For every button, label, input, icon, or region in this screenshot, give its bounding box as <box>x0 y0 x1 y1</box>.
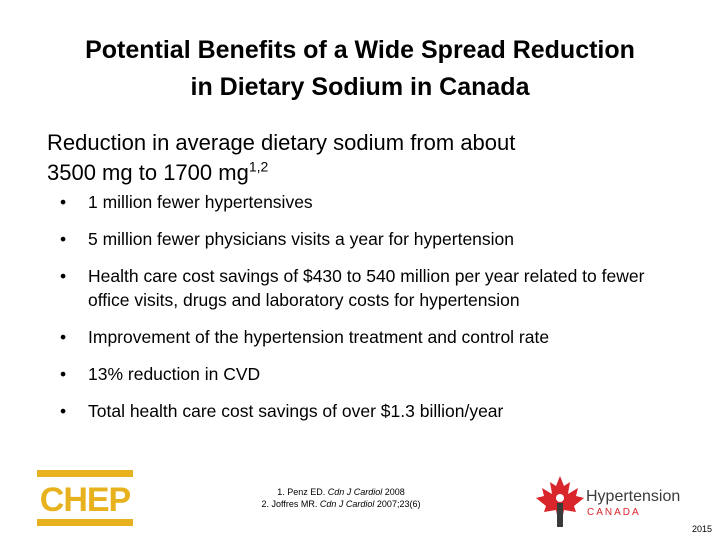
bullet-text: 5 million fewer physicians visits a year… <box>88 229 515 249</box>
reference-1: 1. Penz ED. Cdn J Cardiol 2008 <box>236 486 446 498</box>
list-item: • 1 million fewer hypertensives <box>60 190 680 214</box>
ref1-year: 2008 <box>382 487 405 497</box>
references: 1. Penz ED. Cdn J Cardiol 2008 2. Joffre… <box>236 486 446 510</box>
bullet-glyph: • <box>60 401 67 421</box>
chep-logo-text: CHEP <box>40 481 131 519</box>
intro-citation: 1,2 <box>248 158 269 175</box>
ref2-journal: Cdn J Cardiol <box>319 499 375 509</box>
bullet-text: Improvement of the hypertension treatmen… <box>88 327 550 347</box>
bullet-text: 1 million fewer hypertensives <box>88 192 313 212</box>
bullet-glyph: • <box>60 266 67 286</box>
intro-line-2: 3500 mg to 1700 mg1,2 <box>47 158 687 188</box>
htn-logo-country: CANADA <box>587 507 641 518</box>
bullet-text: Health care cost savings of $430 to 540 … <box>88 266 645 310</box>
chep-logo: CHEP <box>37 470 133 526</box>
bullet-glyph: • <box>60 192 67 212</box>
ref2-year: 2007;23(6) <box>374 499 421 509</box>
bullet-text: 13% reduction in CVD <box>88 364 261 384</box>
list-item: • 5 million fewer physicians visits a yea… <box>60 227 680 251</box>
bullet-glyph: • <box>60 327 67 347</box>
benefit-list: • 1 million fewer hypertensives • 5 millio… <box>60 190 680 436</box>
list-item: • Health care cost savings of $430 to 540… <box>60 264 680 312</box>
slide-title: Potential Benefits of a Wide Spread Redu… <box>0 32 720 106</box>
reference-2: 2. Joffres MR. Cdn J Cardiol 2007;23(6) <box>236 498 446 510</box>
slide-year: 2015 <box>691 524 712 534</box>
bullet-text: Total health care cost savings of over $… <box>88 401 504 421</box>
title-line-2: in Dietary Sodium in Canada <box>190 73 530 101</box>
list-item: • Total health care cost savings of over … <box>60 399 680 423</box>
bullet-glyph: • <box>60 229 67 249</box>
ref1-author: 1. Penz ED. <box>277 487 328 497</box>
htn-logo-word: Hypertension <box>586 488 680 505</box>
intro-text: Reduction in average dietary sodium from… <box>47 128 687 188</box>
bullet-glyph: • <box>60 364 67 384</box>
intro-line-2-text: 3500 mg to 1700 mg <box>47 160 249 185</box>
list-item: • 13% reduction in CVD <box>60 362 680 386</box>
ref2-author: 2. Joffres MR. <box>261 499 320 509</box>
hypertension-canada-logo: Hypertension CANADA <box>536 476 680 527</box>
chep-bottom-bar <box>37 519 133 526</box>
ref1-journal: Cdn J Cardiol <box>327 487 383 497</box>
chep-top-bar <box>37 470 133 477</box>
person-icon <box>556 494 564 527</box>
list-item: • Improvement of the hypertension treatme… <box>60 325 680 349</box>
intro-line-1: Reduction in average dietary sodium from… <box>47 130 516 155</box>
title-line-1: Potential Benefits of a Wide Spread Redu… <box>85 36 635 64</box>
